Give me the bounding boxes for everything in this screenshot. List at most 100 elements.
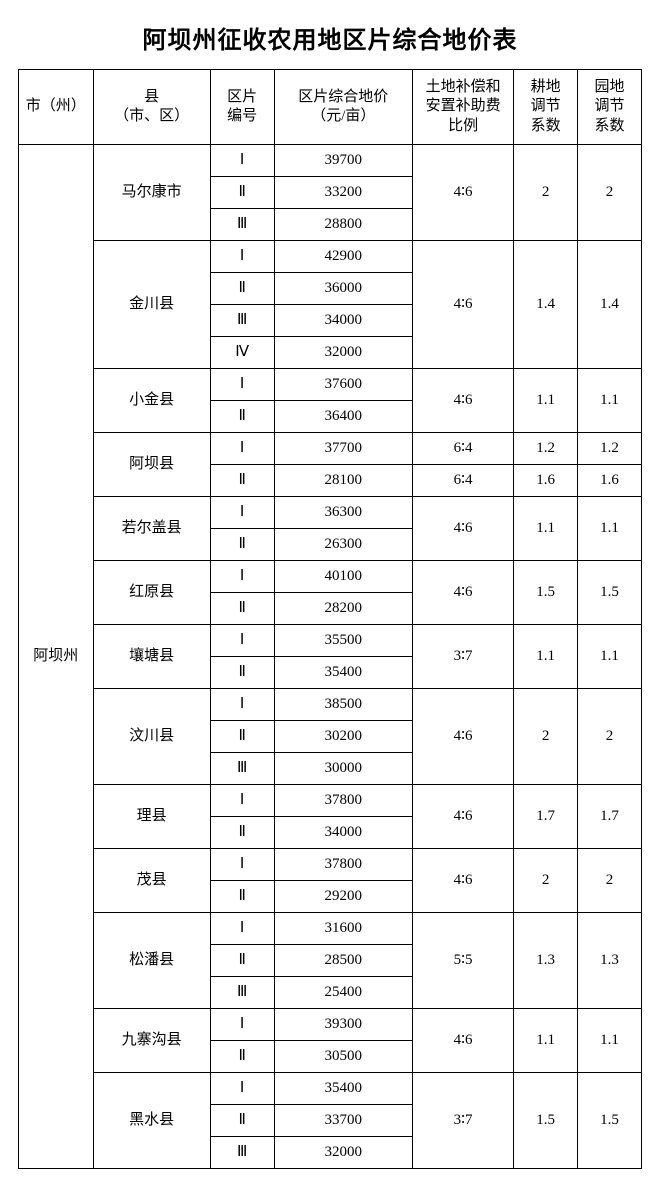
zone-cell: Ⅰ xyxy=(210,369,274,401)
coef2-cell: 2 xyxy=(578,689,642,785)
price-cell: 36000 xyxy=(274,273,412,305)
zone-cell: Ⅱ xyxy=(210,465,274,497)
zone-cell: Ⅱ xyxy=(210,273,274,305)
county-cell: 红原县 xyxy=(93,561,210,625)
ratio-cell: 5∶5 xyxy=(413,913,514,1009)
coef2-cell: 1.2 xyxy=(578,433,642,465)
coef1-cell: 1.7 xyxy=(514,785,578,849)
table-row: 若尔盖县Ⅰ363004∶61.11.1 xyxy=(19,497,642,529)
coef1-cell: 1.2 xyxy=(514,433,578,465)
price-cell: 28100 xyxy=(274,465,412,497)
coef1-cell: 1.3 xyxy=(514,913,578,1009)
coef1-cell: 1.5 xyxy=(514,1073,578,1169)
page-title: 阿坝州征收农用地区片综合地价表 xyxy=(18,20,642,55)
coef2-cell: 1.5 xyxy=(578,561,642,625)
zone-cell: Ⅱ xyxy=(210,881,274,913)
ratio-cell: 4∶6 xyxy=(413,689,514,785)
table-row: 壤塘县Ⅰ355003∶71.11.1 xyxy=(19,625,642,657)
coef1-cell: 2 xyxy=(514,145,578,241)
county-cell: 汶川县 xyxy=(93,689,210,785)
zone-cell: Ⅰ xyxy=(210,689,274,721)
zone-cell: Ⅲ xyxy=(210,305,274,337)
coef1-cell: 1.1 xyxy=(514,369,578,433)
price-cell: 35500 xyxy=(274,625,412,657)
county-cell: 理县 xyxy=(93,785,210,849)
price-cell: 34000 xyxy=(274,817,412,849)
ratio-cell: 6∶4 xyxy=(413,433,514,465)
price-cell: 25400 xyxy=(274,977,412,1009)
price-cell: 32000 xyxy=(274,337,412,369)
coef2-cell: 1.4 xyxy=(578,241,642,369)
coef2-cell: 1.6 xyxy=(578,465,642,497)
county-cell: 九寨沟县 xyxy=(93,1009,210,1073)
ratio-cell: 4∶6 xyxy=(413,369,514,433)
coef1-cell: 2 xyxy=(514,849,578,913)
price-cell: 34000 xyxy=(274,305,412,337)
coef2-cell: 1.5 xyxy=(578,1073,642,1169)
coef2-cell: 1.1 xyxy=(578,1009,642,1073)
ratio-cell: 4∶6 xyxy=(413,785,514,849)
ratio-cell: 4∶6 xyxy=(413,241,514,369)
zone-cell: Ⅲ xyxy=(210,753,274,785)
price-cell: 32000 xyxy=(274,1137,412,1169)
county-cell: 壤塘县 xyxy=(93,625,210,689)
zone-cell: Ⅰ xyxy=(210,433,274,465)
table-row: 红原县Ⅰ401004∶61.51.5 xyxy=(19,561,642,593)
header-zone: 区片编号 xyxy=(210,70,274,145)
price-cell: 30000 xyxy=(274,753,412,785)
coef2-cell: 1.1 xyxy=(578,369,642,433)
zone-cell: Ⅰ xyxy=(210,561,274,593)
coef1-cell: 1.6 xyxy=(514,465,578,497)
ratio-cell: 4∶6 xyxy=(413,145,514,241)
table-row: 金川县Ⅰ429004∶61.41.4 xyxy=(19,241,642,273)
table-row: 松潘县Ⅰ316005∶51.31.3 xyxy=(19,913,642,945)
ratio-cell: 4∶6 xyxy=(413,561,514,625)
coef2-cell: 1.1 xyxy=(578,497,642,561)
zone-cell: Ⅲ xyxy=(210,209,274,241)
coef1-cell: 2 xyxy=(514,689,578,785)
ratio-cell: 4∶6 xyxy=(413,497,514,561)
price-cell: 37800 xyxy=(274,785,412,817)
county-cell: 金川县 xyxy=(93,241,210,369)
price-cell: 33700 xyxy=(274,1105,412,1137)
price-cell: 40100 xyxy=(274,561,412,593)
zone-cell: Ⅰ xyxy=(210,241,274,273)
table-row: 小金县Ⅰ376004∶61.11.1 xyxy=(19,369,642,401)
zone-cell: Ⅱ xyxy=(210,1105,274,1137)
price-cell: 28200 xyxy=(274,593,412,625)
ratio-cell: 4∶6 xyxy=(413,849,514,913)
price-cell: 30200 xyxy=(274,721,412,753)
coef2-cell: 1.3 xyxy=(578,913,642,1009)
zone-cell: Ⅲ xyxy=(210,1137,274,1169)
coef1-cell: 1.5 xyxy=(514,561,578,625)
price-cell: 26300 xyxy=(274,529,412,561)
price-cell: 31600 xyxy=(274,913,412,945)
county-cell: 黑水县 xyxy=(93,1073,210,1169)
zone-cell: Ⅰ xyxy=(210,849,274,881)
city-cell: 阿坝州 xyxy=(19,145,94,1169)
price-cell: 36300 xyxy=(274,497,412,529)
zone-cell: Ⅱ xyxy=(210,817,274,849)
price-cell: 42900 xyxy=(274,241,412,273)
price-cell: 35400 xyxy=(274,657,412,689)
table-header-row: 市（州） 县（市、区） 区片编号 区片综合地价（元/亩） 土地补偿和安置补助费比… xyxy=(19,70,642,145)
coef2-cell: 2 xyxy=(578,145,642,241)
zone-cell: Ⅱ xyxy=(210,529,274,561)
ratio-cell: 3∶7 xyxy=(413,1073,514,1169)
header-coef2: 园地调节系数 xyxy=(578,70,642,145)
zone-cell: Ⅱ xyxy=(210,721,274,753)
price-cell: 28800 xyxy=(274,209,412,241)
coef2-cell: 1.7 xyxy=(578,785,642,849)
county-cell: 松潘县 xyxy=(93,913,210,1009)
zone-cell: Ⅱ xyxy=(210,401,274,433)
zone-cell: Ⅱ xyxy=(210,1041,274,1073)
county-cell: 茂县 xyxy=(93,849,210,913)
zone-cell: Ⅰ xyxy=(210,625,274,657)
zone-cell: Ⅰ xyxy=(210,145,274,177)
coef2-cell: 1.1 xyxy=(578,625,642,689)
table-row: 阿坝州马尔康市Ⅰ397004∶622 xyxy=(19,145,642,177)
zone-cell: Ⅰ xyxy=(210,1073,274,1105)
table-row: 茂县Ⅰ378004∶622 xyxy=(19,849,642,881)
price-cell: 39700 xyxy=(274,145,412,177)
price-cell: 33200 xyxy=(274,177,412,209)
